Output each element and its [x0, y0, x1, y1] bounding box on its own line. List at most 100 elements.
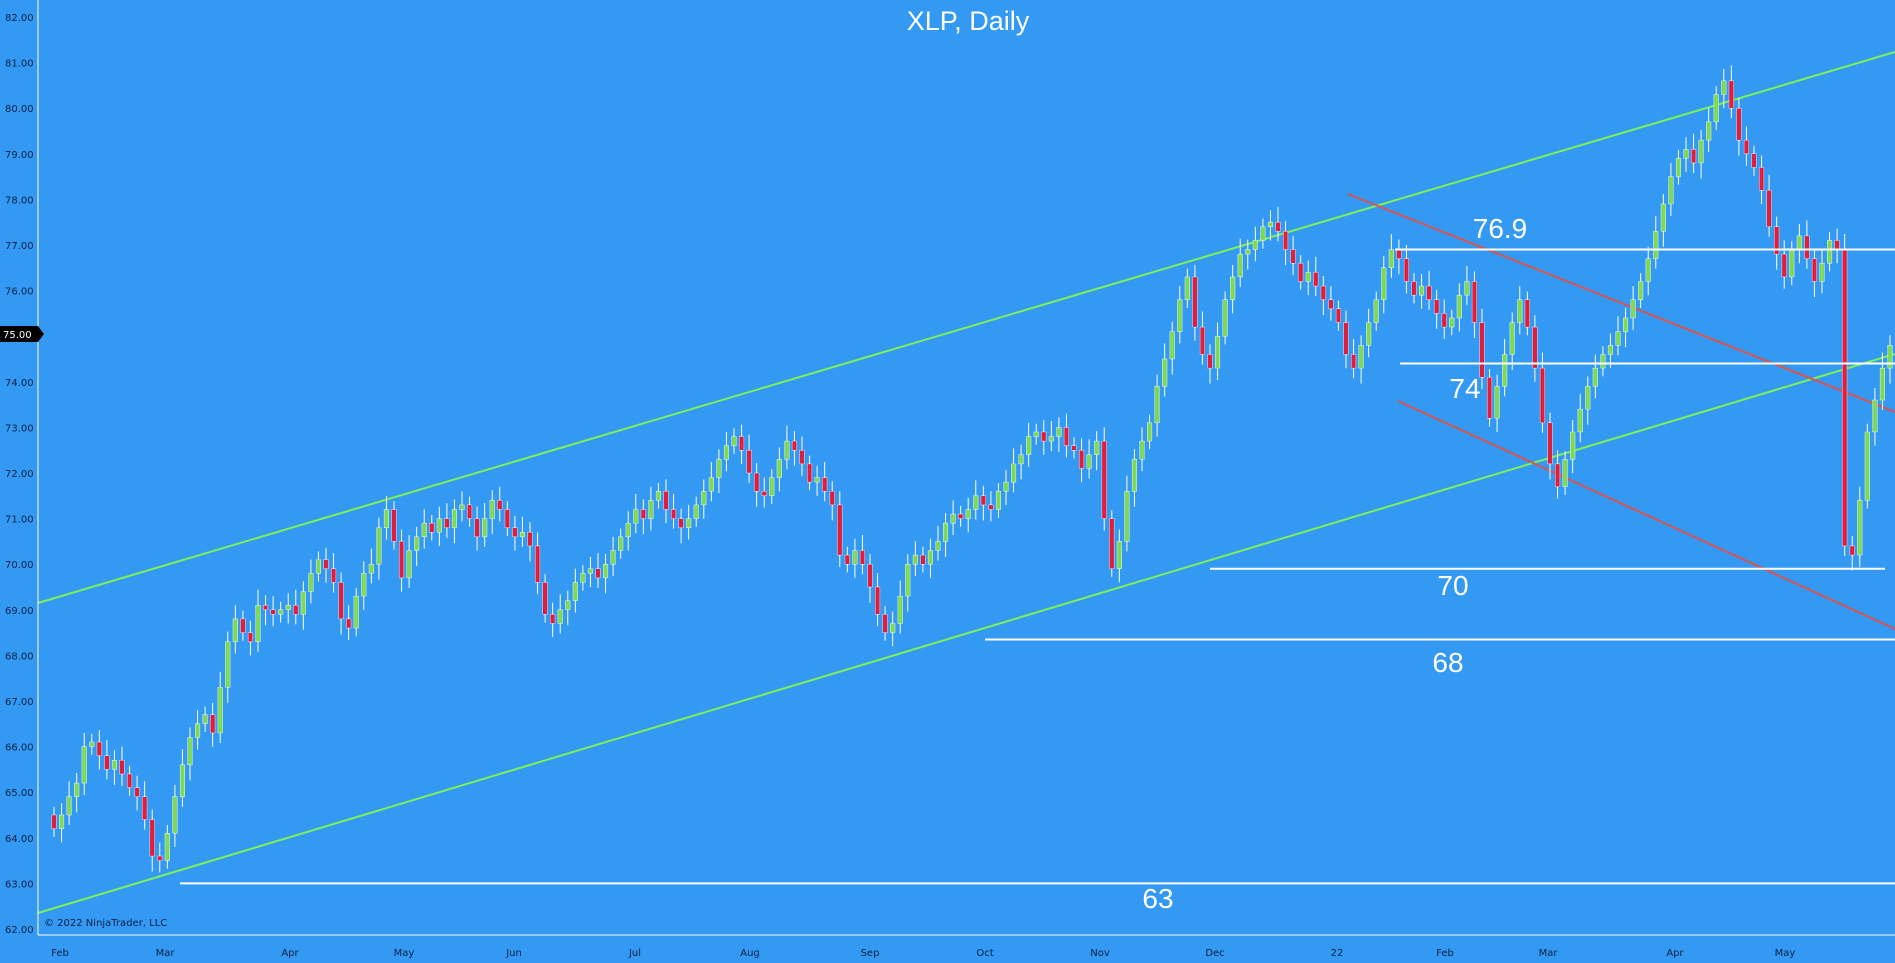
level-label: 70 — [1437, 570, 1468, 601]
candle-body — [414, 536, 420, 551]
candle-body — [1169, 331, 1175, 360]
candle-body — [1147, 422, 1153, 442]
candle-body — [51, 814, 57, 829]
candle-body — [1781, 253, 1787, 278]
candle-body — [610, 550, 616, 565]
candle-body — [708, 477, 714, 492]
candle-body — [1003, 481, 1009, 492]
x-tick-label: Feb — [1436, 948, 1454, 959]
candle-body — [618, 536, 624, 551]
candle-body — [1063, 427, 1069, 446]
candle-body — [671, 509, 677, 519]
y-tick-label: 78.00 — [5, 195, 34, 206]
downtrend-lower-line — [1397, 400, 1895, 630]
candle-body — [814, 477, 820, 483]
price-marker-label: 75.00 — [3, 330, 32, 341]
candle-body — [172, 796, 178, 834]
candle-body — [1887, 345, 1893, 369]
candle-body — [1199, 326, 1205, 355]
candle-body — [1154, 386, 1160, 424]
candle-body — [1849, 545, 1855, 556]
candle-body — [96, 741, 102, 756]
candle-body — [134, 787, 140, 797]
candle-body — [1335, 308, 1341, 323]
candle-body — [648, 500, 654, 519]
candle-body — [1101, 440, 1107, 519]
candle-body — [1842, 249, 1848, 547]
candle-body — [1222, 299, 1228, 337]
candle-body — [633, 509, 639, 524]
y-tick-label: 71.00 — [5, 515, 34, 526]
candle-body — [1691, 149, 1697, 164]
candle-body — [1766, 190, 1772, 227]
candle-body — [1471, 281, 1477, 323]
candle-body — [1320, 285, 1326, 300]
candle-body — [995, 491, 1001, 510]
candle-body — [1283, 231, 1289, 250]
candle-body — [278, 609, 284, 615]
candle-body — [587, 568, 593, 574]
candle-body — [1456, 294, 1462, 319]
candle-body — [1827, 240, 1833, 264]
candle-body — [1547, 422, 1553, 465]
candle-body — [1743, 139, 1749, 154]
candle-body — [1449, 317, 1455, 328]
candle-body — [217, 687, 223, 734]
candle-body — [142, 796, 148, 820]
y-tick-label: 67.00 — [5, 697, 34, 708]
candle-body — [512, 527, 518, 538]
candle-body — [693, 504, 699, 519]
x-tick-label: Oct — [976, 948, 993, 959]
candle-body — [1207, 354, 1213, 369]
candle-body — [383, 509, 389, 528]
level-label: 68 — [1432, 647, 1463, 678]
candle-body — [1592, 367, 1598, 387]
candle-body — [1668, 176, 1674, 205]
y-tick-label: 63.00 — [5, 879, 34, 890]
candle-body — [603, 564, 609, 579]
candle-body — [875, 586, 881, 615]
candle-body — [187, 737, 193, 766]
candle-body — [1706, 121, 1712, 141]
candle-body — [1426, 285, 1432, 300]
candle-body — [1577, 408, 1583, 433]
candle-body — [66, 796, 72, 816]
y-tick-label: 77.00 — [5, 241, 34, 252]
candle-body — [1139, 440, 1145, 460]
candle-body — [867, 564, 873, 588]
candle-body — [701, 491, 707, 506]
candle-body — [1834, 240, 1840, 250]
candle-body — [1804, 235, 1810, 259]
y-tick-label: 64.00 — [5, 834, 34, 845]
candle-body — [338, 582, 344, 620]
candle-body — [376, 527, 382, 565]
candle-body — [489, 500, 495, 519]
candle-body — [776, 459, 782, 478]
x-tick-label: Jul — [628, 948, 641, 959]
candle-body — [897, 595, 903, 624]
candle-body — [1267, 221, 1273, 227]
candle-body — [1419, 285, 1425, 296]
candle-body — [353, 595, 359, 629]
candle-body — [1645, 258, 1651, 282]
candle-body — [391, 509, 397, 542]
candle-body — [799, 450, 805, 465]
candle-body — [1260, 226, 1266, 241]
x-tick-label: May — [1775, 948, 1796, 959]
x-tick-label: 22 — [1331, 948, 1344, 959]
candle-body — [754, 472, 760, 492]
candle-body — [837, 504, 843, 556]
candle-body — [655, 491, 661, 501]
candle-body — [595, 568, 601, 579]
candle-body — [912, 554, 918, 565]
x-tick-label: Jun — [505, 948, 522, 959]
candle-body — [1056, 427, 1062, 437]
copyright-text: © 2022 NinjaTrader, LLC — [44, 918, 167, 929]
candle-body — [361, 573, 367, 597]
x-tick-label: Mar — [156, 948, 176, 959]
candle-body — [739, 436, 745, 451]
candle-body — [822, 477, 828, 492]
y-tick-label: 70.00 — [5, 560, 34, 571]
level-label: 76.9 — [1473, 213, 1528, 244]
candle-body — [1721, 80, 1727, 95]
